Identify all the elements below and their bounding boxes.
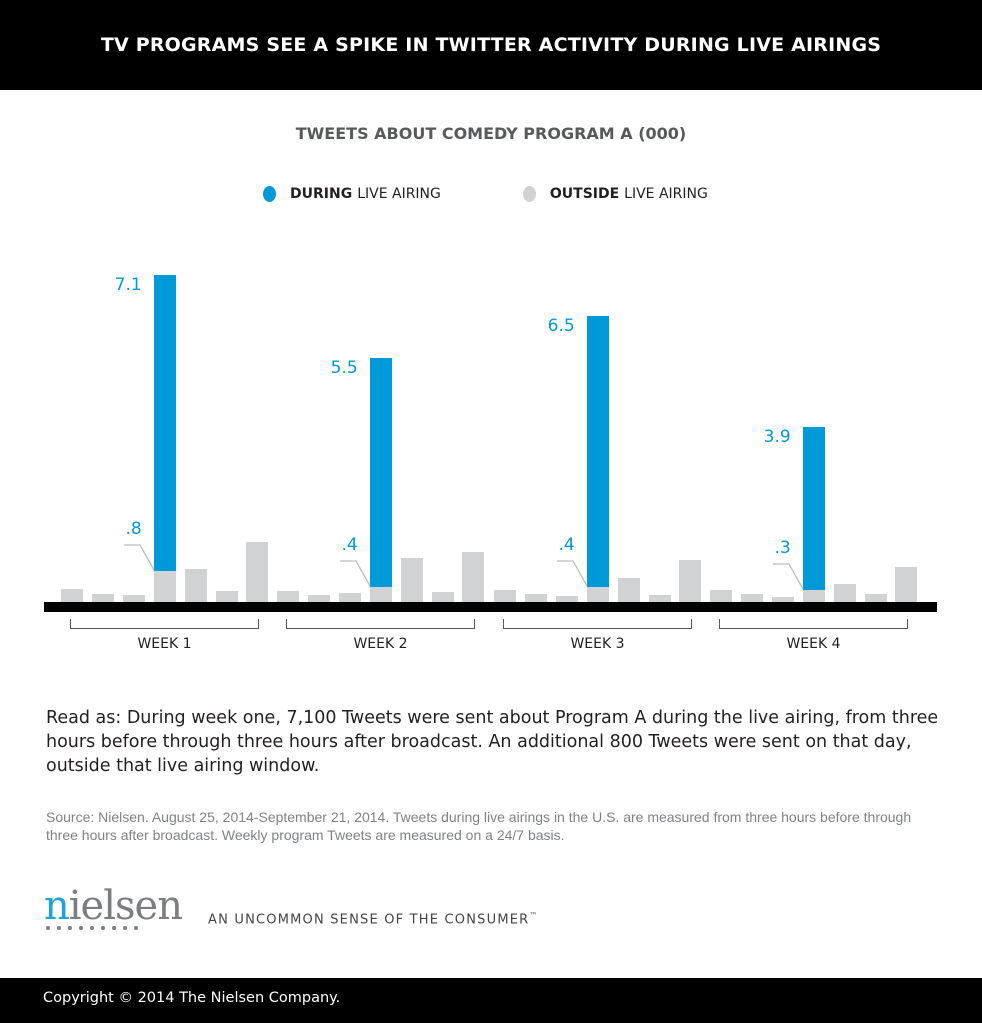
logo-n: n <box>44 883 70 929</box>
during-bar <box>802 427 825 590</box>
grey-dot-icon <box>522 186 536 202</box>
during-bar <box>153 275 176 571</box>
outside-bar <box>710 590 732 602</box>
blue-dot-icon <box>263 186 276 202</box>
during-bar <box>586 316 609 587</box>
copyright-text: Copyright © 2014 The Nielsen Company. <box>43 990 341 1006</box>
leader-line <box>339 560 371 587</box>
nielsen-logo: nielsen <box>44 883 183 930</box>
logo-wordmark: nielsen <box>44 883 183 929</box>
footer-bar: Copyright © 2014 The Nielsen Company. <box>0 978 982 1023</box>
legend-bold: DURING <box>290 186 353 202</box>
read-as-note: Read as: During week one, 7,100 Tweets w… <box>46 708 939 776</box>
outside-bar <box>771 597 794 602</box>
outside-bar <box>369 587 392 602</box>
outside-bar <box>802 590 825 602</box>
outside-bar <box>895 567 918 602</box>
legend-bold: OUTSIDE <box>549 186 620 202</box>
week-bracket <box>503 619 692 629</box>
chart-title: TWEETS ABOUT COMEDY PROGRAM A (000) <box>295 124 687 143</box>
outside-bar <box>740 594 763 602</box>
outside-bar <box>153 571 176 602</box>
legend-item-outside: OUTSIDE LIVE AIRING <box>522 186 708 202</box>
outside-value-label: .3 <box>774 538 791 558</box>
during-value-label: 5.5 <box>330 358 358 378</box>
outside-bar <box>184 569 207 602</box>
outside-bar <box>400 558 423 602</box>
brand-tagline: AN UNCOMMON SENSE OF THE CONSUMER™ <box>208 911 539 927</box>
outside-bar <box>246 542 269 602</box>
source-note: Source: Nielsen. August 25, 2014-Septemb… <box>46 809 912 843</box>
legend-item-during: DURING LIVE AIRING <box>263 186 441 202</box>
outside-bar <box>122 595 145 602</box>
legend-rest: LIVE AIRING <box>357 186 441 202</box>
header-banner: TV PROGRAMS SEE A SPIKE IN TWITTER ACTIV… <box>0 0 982 90</box>
outside-bar <box>555 596 578 602</box>
week-label: WEEK 1 <box>137 636 192 652</box>
bar-chart: 7.1 .8 WEEK 1 5.5 .4 WEEK 2 6.5 .4 WEEK 3 3.9 .3 WE… <box>44 275 937 652</box>
outside-bar <box>617 578 640 602</box>
outside-bar <box>215 591 238 602</box>
during-value-label: 7.1 <box>114 275 142 295</box>
leader-line <box>556 560 588 587</box>
page-title: TV PROGRAMS SEE A SPIKE IN TWITTER ACTIV… <box>100 34 882 56</box>
outside-bar <box>648 595 671 602</box>
outside-bar <box>462 552 485 602</box>
outside-bar <box>91 594 114 602</box>
during-value-label: 6.5 <box>547 316 575 336</box>
outside-bar <box>277 591 299 602</box>
week-bracket <box>719 619 908 629</box>
outside-bar <box>338 593 361 602</box>
outside-bar <box>307 595 330 602</box>
legend-rest: LIVE AIRING <box>624 186 708 202</box>
outside-bar <box>679 560 702 602</box>
outside-bar <box>586 587 609 602</box>
week-label: WEEK 4 <box>786 636 841 652</box>
tagline-text: AN UNCOMMON SENSE OF THE CONSUMER <box>208 912 530 928</box>
leader-line <box>123 544 155 571</box>
chart-legend: DURING LIVE AIRING OUTSIDE LIVE AIRING <box>263 186 790 202</box>
outside-value-label: .4 <box>558 535 575 555</box>
leader-line <box>772 563 804 590</box>
outside-value-label: .4 <box>341 535 358 555</box>
week-label: WEEK 3 <box>570 636 625 652</box>
logo-dots-icon <box>46 926 182 930</box>
during-value-label: 3.9 <box>763 427 791 447</box>
outside-bar <box>833 584 856 602</box>
x-axis-baseline <box>44 602 937 612</box>
week-bracket <box>286 619 475 629</box>
logo-rest: ielsen <box>68 883 183 929</box>
during-bar <box>369 358 392 587</box>
outside-bar <box>864 594 887 602</box>
week-label: WEEK 2 <box>353 636 408 652</box>
trademark: ™ <box>529 911 539 920</box>
week-bracket <box>70 619 259 629</box>
outside-bar <box>524 594 547 602</box>
outside-value-label: .8 <box>125 519 142 539</box>
outside-bar <box>494 590 516 602</box>
outside-bar <box>61 589 83 602</box>
outside-bar <box>431 592 454 602</box>
